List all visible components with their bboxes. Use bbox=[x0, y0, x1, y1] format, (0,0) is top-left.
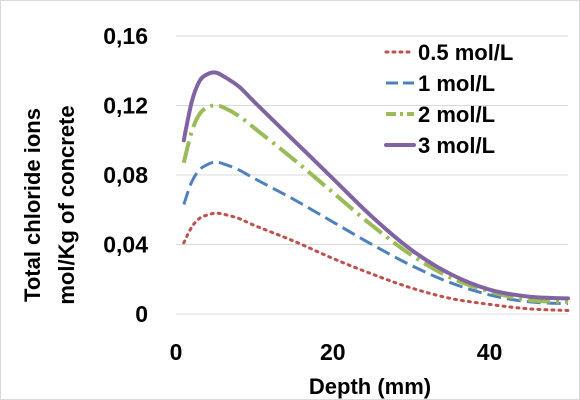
gridlines bbox=[176, 35, 568, 315]
x-tick-label: 40 bbox=[477, 339, 503, 365]
legend: 0.5 mol/L 1 mol/L 2 mol/L 3 mol/L bbox=[384, 40, 513, 158]
y-tick-label: 0,04 bbox=[103, 232, 148, 258]
y-tick-label: 0,12 bbox=[103, 93, 148, 119]
y-tick-labels: 0 0,04 0,08 0,12 0,16 bbox=[103, 23, 148, 327]
legend-label: 2 mol/L bbox=[418, 102, 495, 127]
y-tick-label: 0 bbox=[135, 301, 148, 327]
x-tick-label: 20 bbox=[320, 339, 346, 365]
x-tick-labels: 0 20 40 bbox=[170, 339, 503, 365]
legend-label: 0.5 mol/L bbox=[418, 40, 513, 65]
y-axis-title-line-1: Total chloride ions bbox=[20, 108, 45, 302]
x-axis-title: Depth (mm) bbox=[309, 374, 431, 399]
series-line-3 bbox=[181, 103, 569, 304]
y-tick-label: 0,08 bbox=[103, 162, 148, 188]
x-tick-label: 0 bbox=[170, 339, 183, 365]
series-line-4 bbox=[181, 70, 570, 301]
y-tick-label: 0,16 bbox=[103, 23, 148, 49]
y-axis-title-line-2: mol/Kg of concrete bbox=[54, 105, 79, 304]
series-line-1 bbox=[182, 211, 570, 312]
series-lines bbox=[181, 70, 570, 312]
series-line-2 bbox=[182, 160, 569, 306]
legend-label: 3 mol/L bbox=[418, 133, 495, 158]
legend-label: 1 mol/L bbox=[418, 71, 495, 96]
